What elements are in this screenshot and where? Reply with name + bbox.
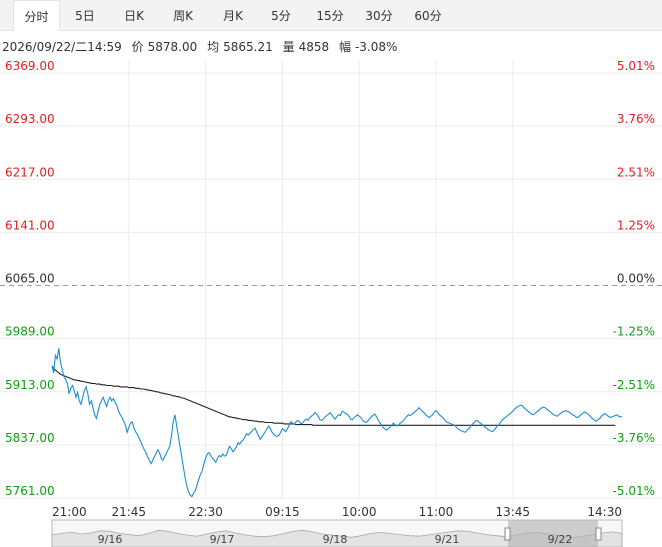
price-line [51, 348, 623, 498]
y-pct-label: 2.51% [617, 165, 655, 179]
quote-info-bar: 2026/09/22/二14:59 价 5878.00 均 5865.21 量 485… [2, 38, 403, 55]
tab-weekly-k[interactable]: 周K [173, 9, 193, 23]
navigator-date-label: 9/17 [210, 533, 235, 546]
x-tick-label: 13:45 [495, 505, 530, 519]
tab-60-min[interactable]: 60分 [414, 9, 442, 23]
tab-5-min[interactable]: 5分 [271, 9, 291, 23]
y-tick-label: 5837.00 [5, 431, 55, 445]
x-tick-label: 11:00 [419, 505, 454, 519]
change-value: -3.08% [354, 40, 398, 54]
y-pct-label: 0.00% [617, 272, 655, 286]
x-tick-label: 14:30 [587, 505, 622, 519]
navigator-handle-left[interactable] [504, 527, 511, 541]
y-pct-label: 3.76% [617, 112, 655, 126]
price-value: 5878.00 [147, 40, 198, 54]
y-tick-label: 5989.00 [5, 325, 55, 339]
y-tick-label: 6065.00 [5, 272, 55, 286]
quote-datetime: 2026/09/22/二14:59 [2, 40, 122, 54]
x-tick-label: 10:00 [342, 505, 377, 519]
y-tick-label: 6141.00 [5, 218, 55, 232]
tab-5-day[interactable]: 5日 [75, 9, 95, 23]
tab-daily-k[interactable]: 日K [124, 9, 144, 23]
avg-value: 5865.21 [223, 40, 273, 54]
change-label: 幅 [338, 40, 351, 54]
navigator-date-label: 9/18 [323, 533, 348, 546]
volume-label: 量 [282, 40, 295, 54]
y-tick-label: 6369.00 [5, 59, 55, 73]
y-pct-label: 1.25% [617, 218, 655, 232]
y-tick-label: 5761.00 [5, 484, 55, 498]
price-label: 价 [131, 40, 144, 54]
tab-30-min[interactable]: 30分 [365, 9, 393, 23]
tab-15-min[interactable]: 15分 [316, 9, 344, 23]
y-pct-label: -1.25% [613, 325, 655, 339]
navigator-handle-right[interactable] [595, 527, 602, 541]
volume-value: 4858 [298, 40, 330, 54]
navigator-date-label: 9/22 [548, 533, 573, 546]
y-pct-label: 5.01% [617, 59, 655, 73]
period-tab-bar: 分时 5日 日K 周K 月K 5分 15分 30分 60分 [0, 0, 662, 31]
navigator-selection [508, 520, 598, 547]
y-pct-label: -5.01% [613, 484, 655, 498]
x-tick-label: 09:15 [265, 505, 300, 519]
tab-monthly-k[interactable]: 月K [223, 9, 243, 23]
avg-label: 均 [207, 40, 220, 54]
y-tick-label: 6293.00 [5, 112, 55, 126]
y-pct-label: -3.76% [613, 431, 655, 445]
y-pct-label: -2.51% [613, 378, 655, 392]
x-tick-label: 21:00 [52, 505, 87, 519]
y-tick-label: 5913.00 [5, 378, 55, 392]
navigator-date-label: 9/21 [435, 533, 460, 546]
x-tick-label: 21:45 [111, 505, 146, 519]
tab-intraday[interactable]: 分时 [13, 0, 60, 31]
average-price-line [51, 365, 616, 426]
navigator-date-label: 9/16 [98, 533, 123, 546]
y-tick-label: 6217.00 [5, 165, 55, 179]
x-tick-label: 22:30 [188, 505, 223, 519]
